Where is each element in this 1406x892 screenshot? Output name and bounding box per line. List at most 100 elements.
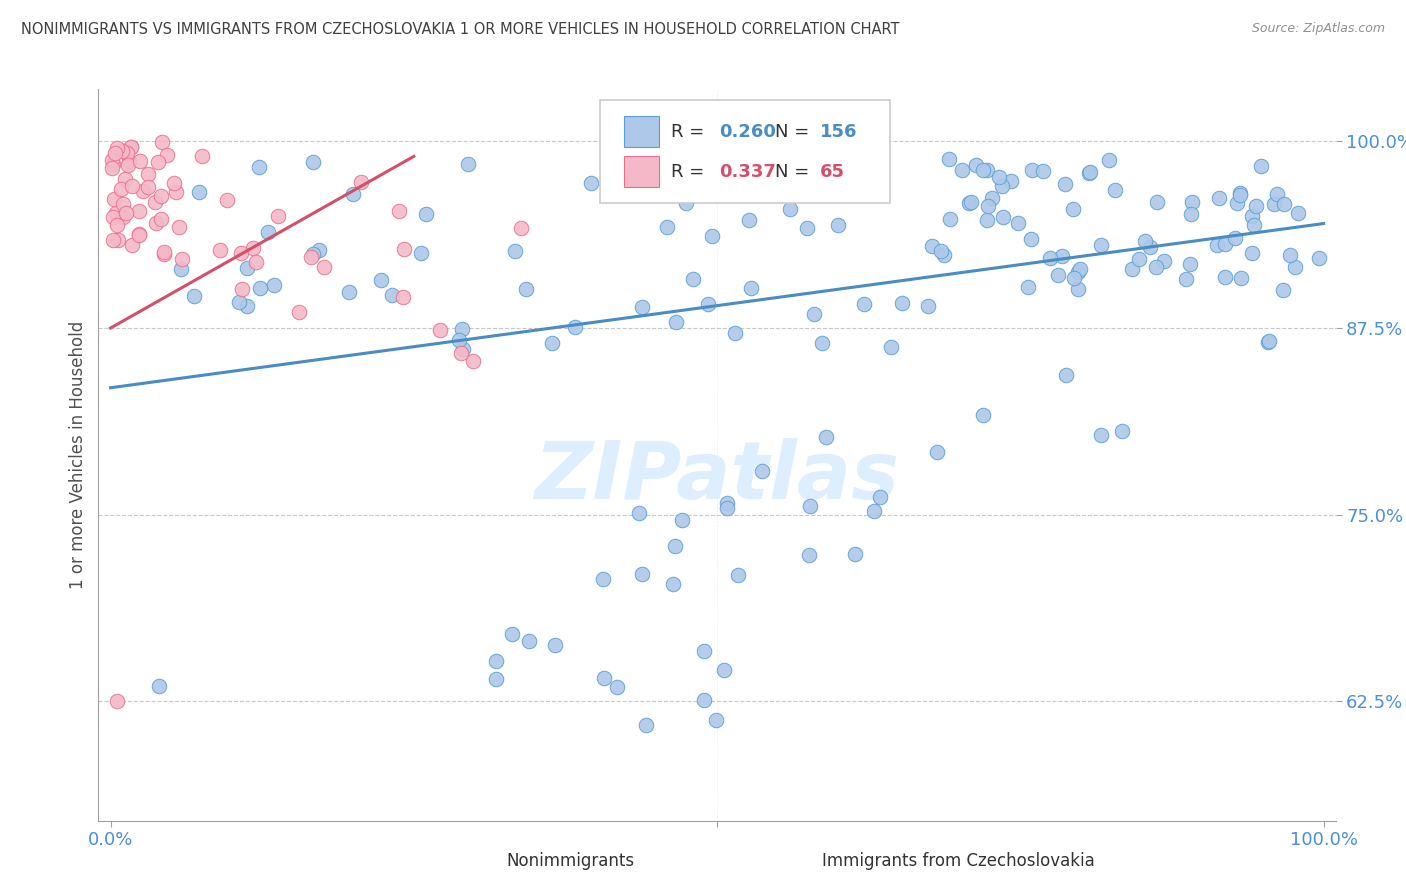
Point — [693, 644, 716, 658]
Point — [191, 149, 214, 163]
Point — [229, 246, 252, 260]
Point — [101, 233, 124, 247]
Point — [797, 548, 820, 562]
Point — [101, 210, 124, 224]
Point — [1271, 283, 1294, 297]
Point — [1178, 258, 1201, 272]
Point — [120, 140, 142, 154]
Text: ZIPatlas: ZIPatlas — [534, 438, 900, 516]
Text: Source: ZipAtlas.com: Source: ZipAtlas.com — [1251, 22, 1385, 36]
Point — [593, 671, 616, 685]
Point — [299, 251, 322, 265]
Text: N =: N = — [775, 163, 815, 181]
Point — [350, 175, 373, 189]
Point — [388, 203, 411, 218]
Point — [880, 340, 903, 354]
Point — [1069, 262, 1091, 277]
Point — [628, 506, 651, 520]
Point — [1054, 177, 1077, 191]
FancyBboxPatch shape — [599, 100, 890, 202]
Point — [1229, 186, 1251, 201]
Point — [1265, 186, 1288, 201]
Point — [1229, 188, 1251, 202]
Point — [236, 260, 259, 275]
Point — [1308, 251, 1330, 265]
Point — [381, 288, 404, 302]
Point — [1121, 262, 1143, 277]
Point — [267, 209, 290, 223]
Point — [1062, 202, 1084, 217]
Point — [779, 202, 801, 216]
Point — [107, 233, 129, 247]
Point — [111, 145, 134, 159]
Point — [1213, 236, 1236, 251]
Point — [1250, 160, 1272, 174]
Point — [409, 245, 432, 260]
Point — [675, 195, 697, 210]
Point — [665, 315, 688, 329]
Point — [101, 153, 124, 167]
Point — [636, 718, 658, 732]
Point — [1039, 251, 1062, 265]
Point — [457, 156, 479, 170]
Point — [830, 167, 852, 181]
Point — [960, 195, 983, 210]
Point — [1241, 246, 1264, 260]
Point — [957, 196, 980, 211]
Point — [1063, 271, 1085, 285]
Point — [115, 145, 138, 160]
Point — [485, 654, 508, 668]
Point — [716, 496, 738, 510]
Point — [1258, 334, 1281, 348]
Point — [188, 185, 211, 199]
Point — [965, 158, 987, 172]
Point — [606, 680, 628, 694]
Point — [1146, 195, 1168, 210]
Point — [103, 192, 125, 206]
Point — [939, 211, 962, 226]
Point — [263, 277, 285, 292]
Point — [236, 299, 259, 313]
Point — [1054, 368, 1077, 382]
FancyBboxPatch shape — [470, 850, 496, 871]
Point — [950, 162, 973, 177]
Point — [917, 300, 939, 314]
Point — [104, 145, 127, 160]
FancyBboxPatch shape — [624, 116, 659, 147]
Point — [1208, 191, 1230, 205]
Point — [987, 169, 1010, 184]
Point — [631, 567, 654, 582]
Point — [1019, 232, 1042, 246]
Point — [242, 241, 264, 255]
Point — [827, 218, 849, 232]
Text: R =: R = — [671, 163, 710, 181]
Point — [450, 346, 472, 360]
Point — [257, 225, 280, 239]
Point — [1104, 183, 1126, 197]
Point — [581, 177, 603, 191]
Point — [811, 335, 834, 350]
Point — [1206, 238, 1229, 252]
Point — [1133, 235, 1156, 249]
Point — [342, 186, 364, 201]
Point — [105, 141, 128, 155]
Point — [1090, 427, 1112, 442]
Point — [150, 135, 173, 149]
Point — [1139, 240, 1161, 254]
Point — [1274, 197, 1296, 211]
Point — [1153, 253, 1175, 268]
Point — [1284, 260, 1306, 275]
Point — [150, 211, 173, 226]
Point — [844, 547, 866, 561]
Point — [1213, 270, 1236, 285]
Point — [1128, 252, 1150, 266]
Point — [128, 204, 150, 219]
Point — [231, 281, 253, 295]
Point — [1078, 166, 1101, 180]
Point — [451, 342, 474, 356]
Point — [121, 179, 143, 194]
Point — [544, 638, 567, 652]
Point — [991, 178, 1014, 193]
Point — [120, 140, 142, 154]
Point — [976, 163, 998, 178]
